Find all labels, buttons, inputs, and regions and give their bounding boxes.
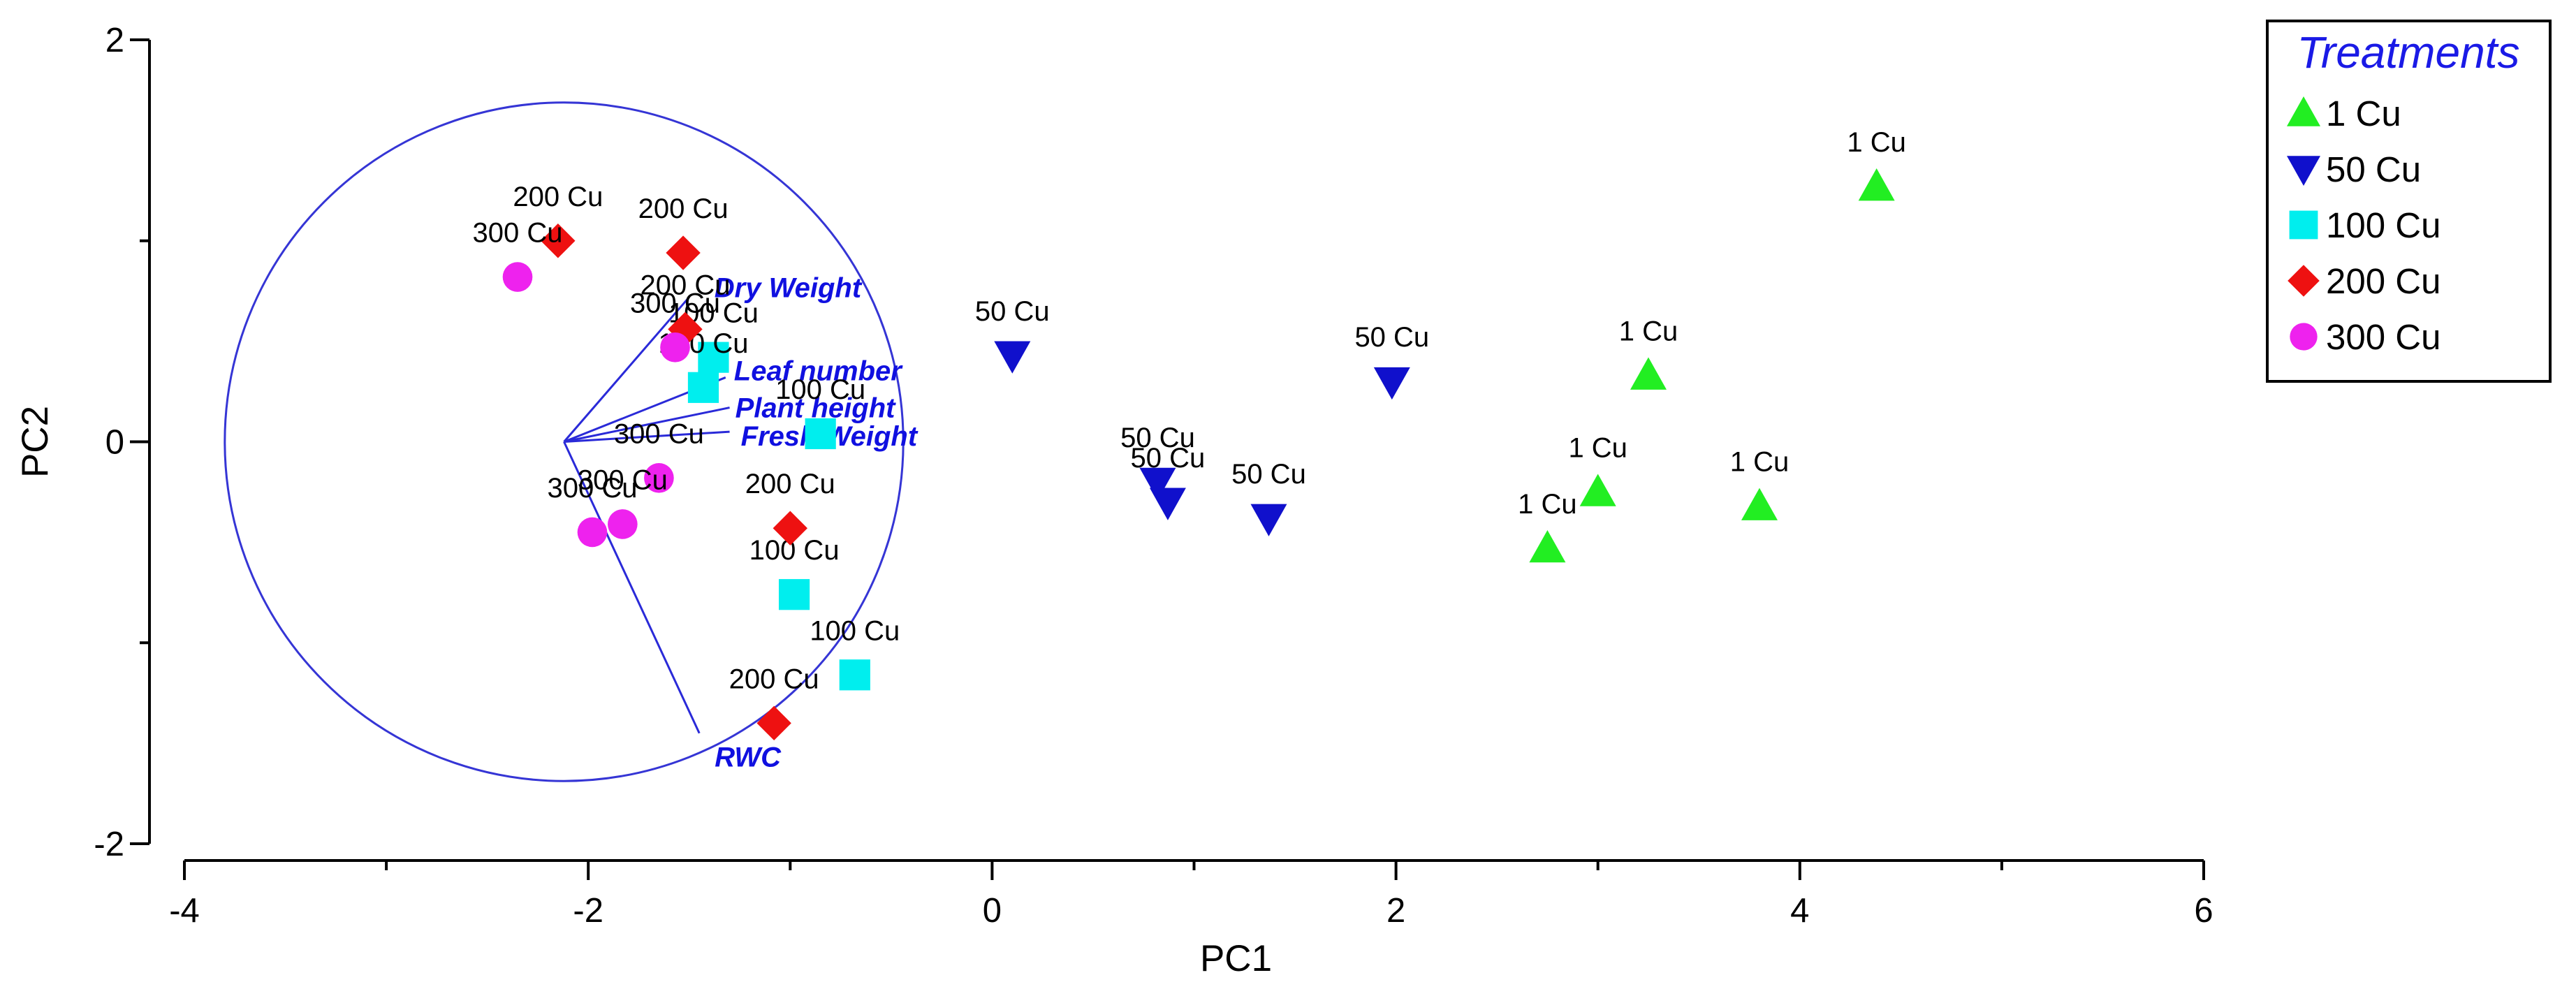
point-label: 200 Cu bbox=[513, 182, 603, 212]
point-label: 1 Cu bbox=[1568, 432, 1627, 463]
legend-marker bbox=[2287, 96, 2320, 126]
legend-title: Treatments bbox=[2297, 27, 2520, 78]
x-tick-label: 0 bbox=[983, 892, 1002, 930]
loading-vector bbox=[564, 430, 730, 443]
point-label: 200 Cu bbox=[638, 193, 729, 224]
y-tick-label: 0 bbox=[105, 424, 124, 462]
vector-label: Leaf number bbox=[734, 356, 903, 386]
point-label: 50 Cu bbox=[975, 296, 1050, 327]
point-label: 100 Cu bbox=[775, 374, 865, 405]
data-point bbox=[644, 462, 674, 493]
point-label: 100 Cu bbox=[810, 615, 900, 646]
data-point bbox=[1149, 488, 1186, 520]
legend-label: 50 Cu bbox=[2326, 149, 2421, 189]
legend-marker bbox=[2290, 323, 2318, 351]
data-point bbox=[994, 341, 1031, 374]
point-label: 1 Cu bbox=[1730, 447, 1790, 478]
legend-marker bbox=[2289, 210, 2318, 240]
correlation-circle bbox=[224, 101, 905, 782]
legend-box bbox=[2266, 20, 2552, 383]
vector-label: RWC bbox=[715, 742, 782, 773]
legend-label: 200 Cu bbox=[2326, 261, 2440, 301]
legend-label: 300 Cu bbox=[2326, 317, 2440, 357]
data-point bbox=[502, 262, 533, 292]
point-label: 200 Cu bbox=[640, 270, 730, 300]
data-point bbox=[1858, 168, 1895, 201]
data-point bbox=[839, 659, 870, 691]
legend: Treatments 1 Cu 50 Cu 100 Cu 200 Cu 300 Cu bbox=[2266, 20, 2552, 383]
data-point bbox=[756, 705, 791, 741]
point-label: 300 Cu bbox=[473, 218, 563, 249]
point-label: 50 Cu bbox=[1131, 443, 1206, 474]
legend-marker bbox=[2287, 156, 2320, 186]
point-label: 300 Cu bbox=[578, 464, 668, 495]
data-point bbox=[778, 579, 810, 610]
data-point bbox=[1250, 504, 1287, 536]
point-label: 50 Cu bbox=[1231, 459, 1306, 490]
data-point bbox=[687, 372, 719, 403]
data-point bbox=[577, 517, 608, 548]
legend-label: 100 Cu bbox=[2326, 205, 2440, 245]
data-point bbox=[666, 235, 701, 270]
point-label: 200 Cu bbox=[745, 469, 835, 499]
point-label: 50 Cu bbox=[1354, 322, 1429, 353]
data-point bbox=[1529, 530, 1566, 563]
point-label: 300 Cu bbox=[630, 288, 720, 318]
point-label: 300 Cu bbox=[614, 418, 704, 449]
data-point bbox=[608, 509, 638, 539]
point-label: 200 Cu bbox=[729, 664, 819, 694]
loading-vector bbox=[564, 407, 730, 443]
data-point bbox=[660, 332, 690, 362]
data-point bbox=[805, 418, 836, 450]
y-tick-label: 2 bbox=[105, 22, 124, 59]
point-label: 1 Cu bbox=[1518, 489, 1577, 520]
data-point bbox=[541, 224, 576, 258]
x-tick-label: 2 bbox=[1386, 892, 1405, 930]
data-point bbox=[1741, 488, 1778, 520]
point-label: 300 Cu bbox=[547, 473, 637, 504]
data-point bbox=[1579, 474, 1616, 506]
x-tick-label: 6 bbox=[2194, 892, 2213, 930]
point-label: 50 Cu bbox=[1120, 423, 1195, 453]
data-point bbox=[1373, 367, 1410, 400]
y-tick-label: -2 bbox=[94, 826, 124, 863]
data-point bbox=[698, 342, 729, 373]
x-tick-label: -4 bbox=[169, 892, 200, 930]
data-point bbox=[1630, 357, 1667, 390]
x-tick-label: -2 bbox=[573, 892, 603, 930]
point-label: 1 Cu bbox=[1619, 316, 1678, 347]
x-tick-label: 4 bbox=[1790, 892, 1809, 930]
legend-label: 1 Cu bbox=[2326, 94, 2401, 133]
loading-vector bbox=[563, 441, 701, 734]
legend-marker bbox=[2288, 265, 2320, 297]
point-label: 1 Cu bbox=[1847, 127, 1906, 158]
data-point bbox=[1139, 467, 1176, 501]
loading-vector bbox=[563, 296, 690, 443]
vector-label: Dry Weight bbox=[715, 272, 863, 303]
data-point bbox=[773, 511, 807, 545]
y-axis-title: PC2 bbox=[15, 406, 56, 478]
x-axis-title: PC1 bbox=[1200, 938, 1272, 979]
